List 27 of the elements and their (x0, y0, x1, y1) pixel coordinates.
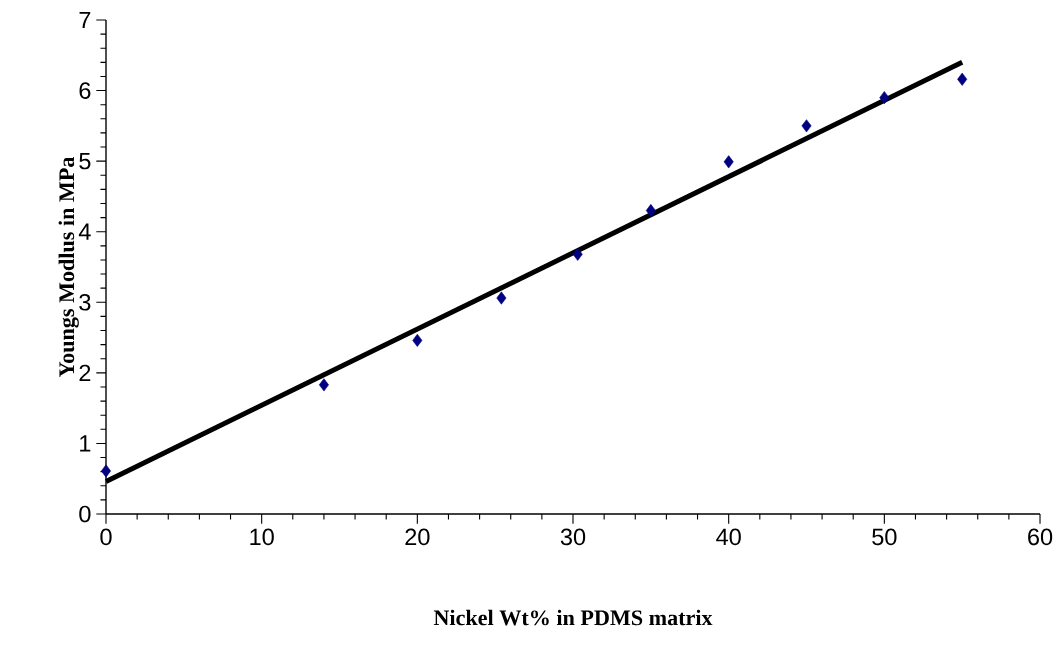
y-tick-label: 6 (79, 82, 91, 99)
x-tick-label: 60 (1028, 528, 1053, 546)
y-tick-label: 4 (78, 223, 91, 240)
x-tick-label: 40 (716, 528, 741, 546)
x-tick-label: 50 (872, 528, 897, 546)
point (572, 247, 583, 261)
x-tick-label: 20 (405, 528, 430, 546)
y-tick-label: 2 (79, 364, 91, 382)
point (412, 333, 423, 347)
x-axis-title: Nickel Wt% in PDMS matrix (433, 609, 713, 626)
y-tick-label: 3 (79, 293, 91, 311)
y-axis-title: Youngs Modlus in MPa (58, 156, 79, 378)
point (723, 155, 734, 169)
y-tick-label: 1 (80, 435, 91, 452)
y-tick-label: 7 (79, 11, 91, 29)
point (318, 378, 329, 392)
x-tick-label: 30 (560, 528, 586, 546)
point (801, 119, 812, 133)
x-tick-label: 0 (100, 528, 112, 546)
point (496, 291, 507, 305)
point (645, 204, 656, 218)
point (879, 91, 890, 105)
y-tick-label: 5 (79, 152, 91, 170)
point (101, 464, 111, 478)
point (957, 72, 968, 86)
y-tick-label: 0 (79, 505, 91, 523)
x-tick-label: 10 (250, 528, 274, 546)
